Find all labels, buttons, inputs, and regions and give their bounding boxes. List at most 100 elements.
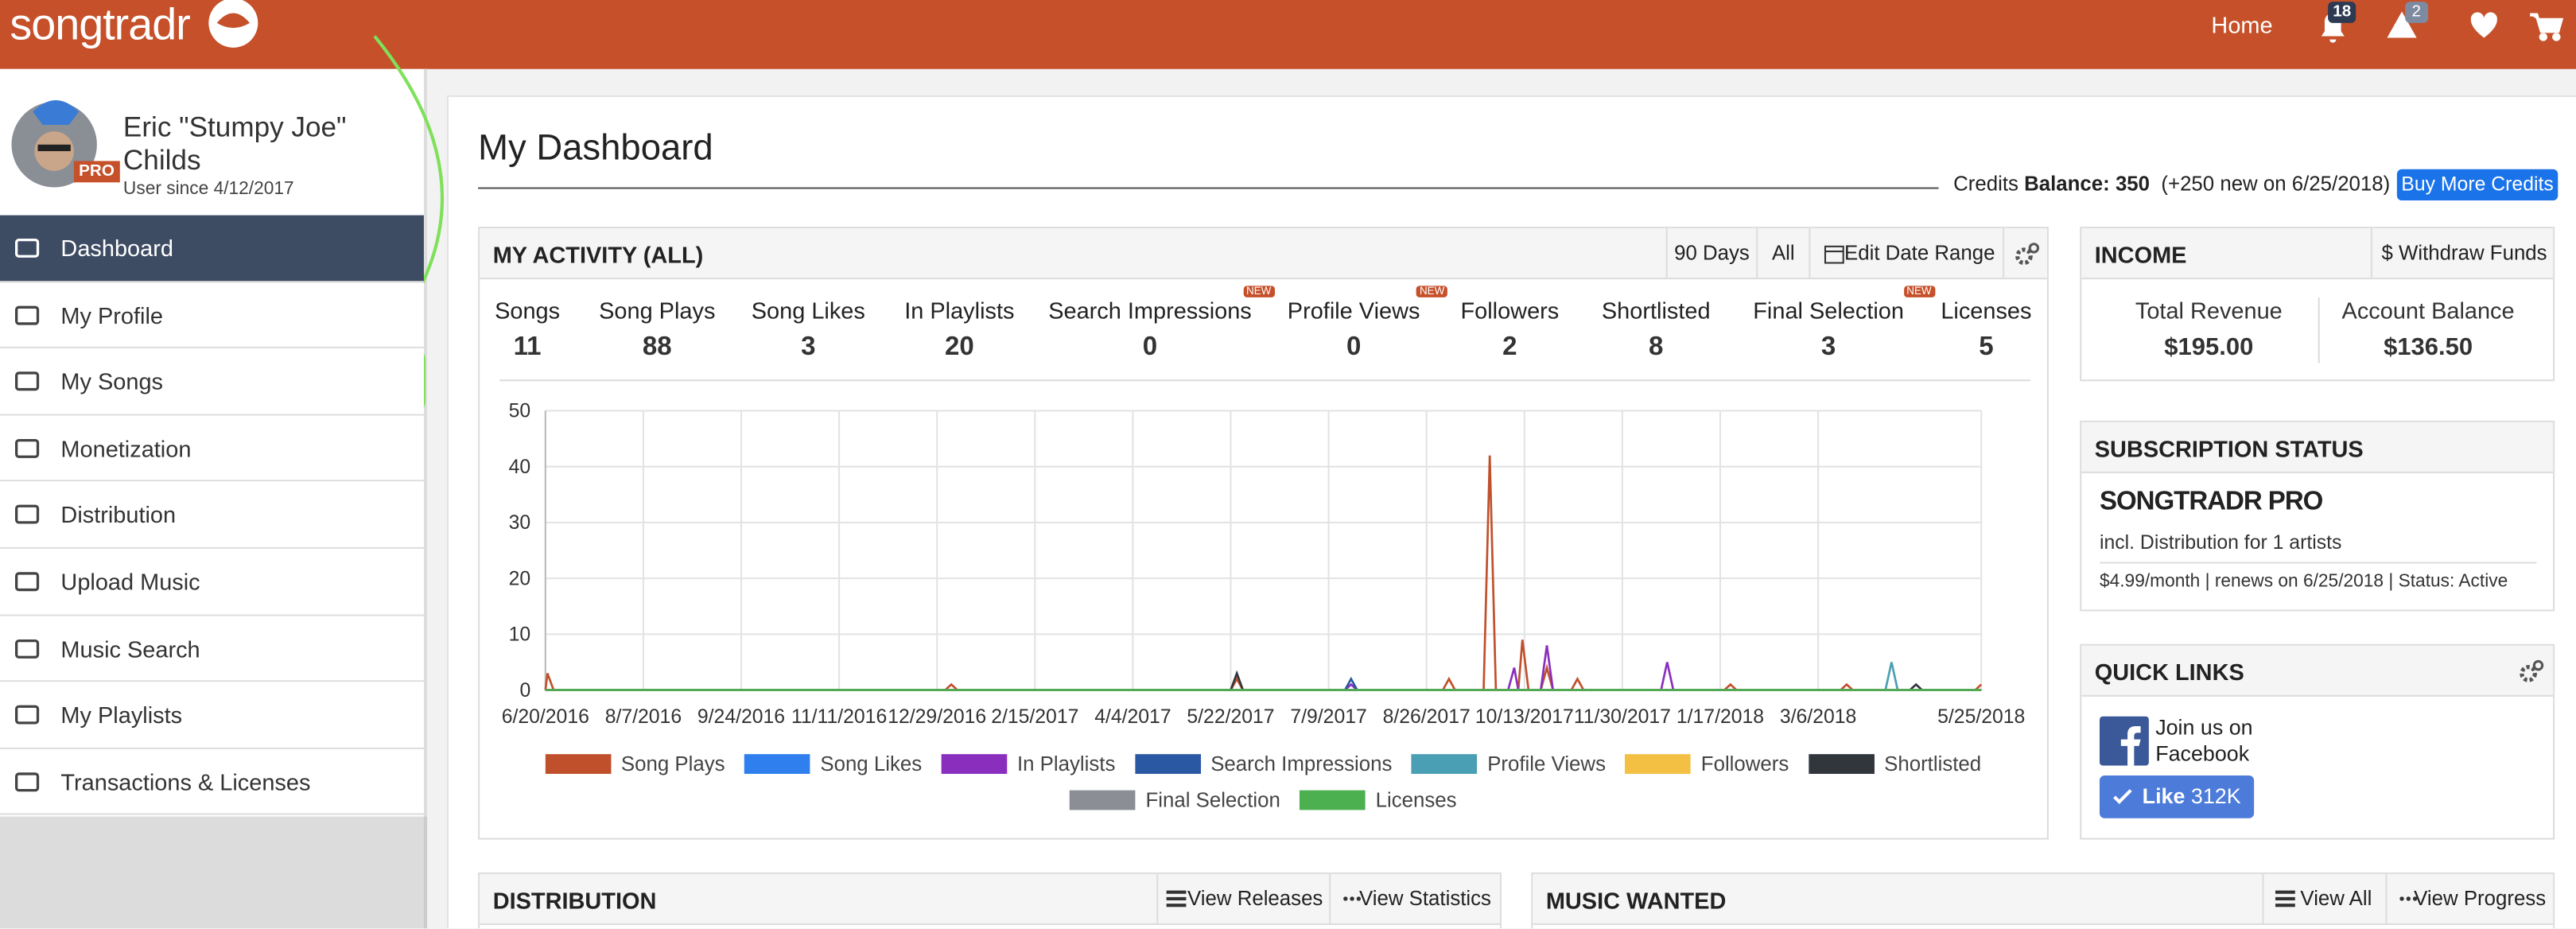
income-label: Total Revenue xyxy=(2135,297,2283,324)
menu-item[interactable] xyxy=(0,748,424,816)
quick-links-panel: QUICK LINKS Join us on Facebook Like 312… xyxy=(2080,643,2555,840)
legend-swatch xyxy=(941,754,1008,774)
menu-icon xyxy=(15,305,40,325)
legend-item[interactable]: Final Selection xyxy=(1070,789,1280,811)
stat-label: Song Plays xyxy=(599,297,716,324)
menu-item[interactable] xyxy=(0,415,424,483)
avatar xyxy=(11,100,97,188)
legend-item[interactable]: Licenses xyxy=(1300,789,1457,811)
buy-credits-button[interactable]: Buy More Credits xyxy=(2396,169,2559,201)
view-statistics[interactable]: View Statistics xyxy=(1329,873,1503,923)
menu-item[interactable] xyxy=(0,548,424,616)
y-tick-label: 0 xyxy=(519,680,530,702)
menu-item[interactable] xyxy=(0,682,424,749)
series-line xyxy=(545,676,1982,691)
legend-item[interactable]: Shortlisted xyxy=(1809,752,1981,775)
panel-header xyxy=(1533,873,2554,925)
x-tick-label: 6/20/2016 xyxy=(502,706,589,728)
legend-item[interactable]: Song Plays xyxy=(545,752,725,775)
stat-value: 0 xyxy=(1142,333,1158,362)
edit-range[interactable]: Edit Date Range xyxy=(1809,228,2003,278)
stat-label: Search Impressions xyxy=(1048,297,1252,324)
plan-rule xyxy=(2099,562,2537,564)
x-tick-label: 9/24/2016 xyxy=(697,706,785,728)
settings-button[interactable] xyxy=(2003,228,2050,278)
pro-badge: PRO xyxy=(73,161,120,183)
panel-title: INCOME xyxy=(2094,241,2187,268)
facebook-text[interactable]: Join us on Facebook xyxy=(2155,714,2253,766)
legend-label: Profile Views xyxy=(1487,752,1606,776)
legend-label: Shortlisted xyxy=(1884,752,1982,776)
stats-rule xyxy=(499,379,2031,382)
stat-label: Shortlisted xyxy=(1601,297,1711,324)
legend-item[interactable]: Song Likes xyxy=(744,752,922,775)
menu-icon xyxy=(15,371,40,391)
legend-label: In Playlists xyxy=(1016,752,1116,776)
menu-item[interactable] xyxy=(0,215,424,282)
y-tick-label: 20 xyxy=(509,568,531,589)
x-tick-label: 2/15/2017 xyxy=(991,706,1078,728)
facebook-icon[interactable] xyxy=(2099,716,2149,766)
stat-value: 0 xyxy=(1346,333,1362,362)
x-tick-label: 8/26/2017 xyxy=(1383,706,1471,728)
stat-label: Licenses xyxy=(1941,297,2032,324)
menu-label: My Songs xyxy=(60,368,164,395)
logo[interactable]: songtradr xyxy=(10,0,190,49)
stat-value: 8 xyxy=(1649,333,1664,362)
menu-icon xyxy=(15,572,40,592)
legend-label: Followers xyxy=(1700,752,1789,776)
balance-label: Balance: xyxy=(2024,172,2110,196)
menu-item[interactable] xyxy=(0,615,424,682)
legend-label: Song Likes xyxy=(820,752,923,776)
menu-item[interactable] xyxy=(0,348,424,416)
x-tick-label: 11/11/2016 xyxy=(791,706,887,728)
plan-terms: $4.99/month | renews on 6/25/2018 | Stat… xyxy=(2099,571,2508,592)
panel-title: SUBSCRIPTION STATUS xyxy=(2094,435,2364,462)
range-90[interactable]: 90 Days xyxy=(1665,228,1757,278)
series-line xyxy=(545,645,1982,691)
profile-name[interactable]: Eric "Stumpy Joe" Childs xyxy=(122,111,347,177)
withdraw-button[interactable]: $ Withdraw Funds xyxy=(2370,228,2556,278)
range-all[interactable]: All xyxy=(1756,228,1809,278)
menu-label: Upload Music xyxy=(60,568,200,595)
menu-item[interactable] xyxy=(0,282,424,349)
alert-badge: 2 xyxy=(2405,2,2428,23)
like-label: Like xyxy=(2142,783,2186,809)
income-value: $136.50 xyxy=(2384,333,2473,362)
menu-label: Music Search xyxy=(60,635,200,662)
stat-value: 3 xyxy=(801,333,816,362)
x-tick-label: 7/9/2017 xyxy=(1290,706,1366,728)
x-tick-label: 1/17/2018 xyxy=(1677,706,1764,728)
stat-value: 20 xyxy=(944,333,974,362)
stat-label: Song Likes xyxy=(751,297,865,324)
legend-swatch xyxy=(1070,790,1136,810)
view-all[interactable]: View All xyxy=(2262,873,2385,923)
stat-label: Followers xyxy=(1460,297,1560,324)
menu-label: My Profile xyxy=(60,301,163,328)
menu-icon xyxy=(15,438,40,458)
legend-item[interactable]: Followers xyxy=(1625,752,1789,776)
panel-title: QUICK LINKS xyxy=(2094,659,2244,686)
title-rule xyxy=(478,187,1939,189)
legend-item[interactable]: In Playlists xyxy=(941,752,1116,776)
nav-home[interactable]: Home xyxy=(2211,11,2273,38)
legend-item[interactable]: Search Impressions xyxy=(1135,752,1392,775)
credits-label: Credits xyxy=(1953,172,2018,196)
new-badge: NEW xyxy=(1903,286,1935,297)
menu-item[interactable] xyxy=(0,482,424,549)
stat-value: 3 xyxy=(1820,333,1836,362)
credits-note: (+250 new on 6/25/2018) xyxy=(2161,172,2391,196)
view-releases[interactable]: View Releases xyxy=(1156,873,1329,923)
x-tick-label: 10/13/2017 xyxy=(1475,706,1574,728)
credits: Credits Balance: 350 (+250 new on 6/25/2… xyxy=(1953,173,2409,196)
legend-swatch xyxy=(1135,754,1201,774)
top-bar xyxy=(0,0,2576,69)
new-badge: NEW xyxy=(1416,286,1448,297)
y-tick-label: 40 xyxy=(509,457,531,478)
page-title: My Dashboard xyxy=(478,126,713,168)
view-progress[interactable]: View Progress xyxy=(2385,873,2556,923)
legend-item[interactable]: Profile Views xyxy=(1412,752,1606,775)
legend-swatch xyxy=(1300,790,1366,810)
